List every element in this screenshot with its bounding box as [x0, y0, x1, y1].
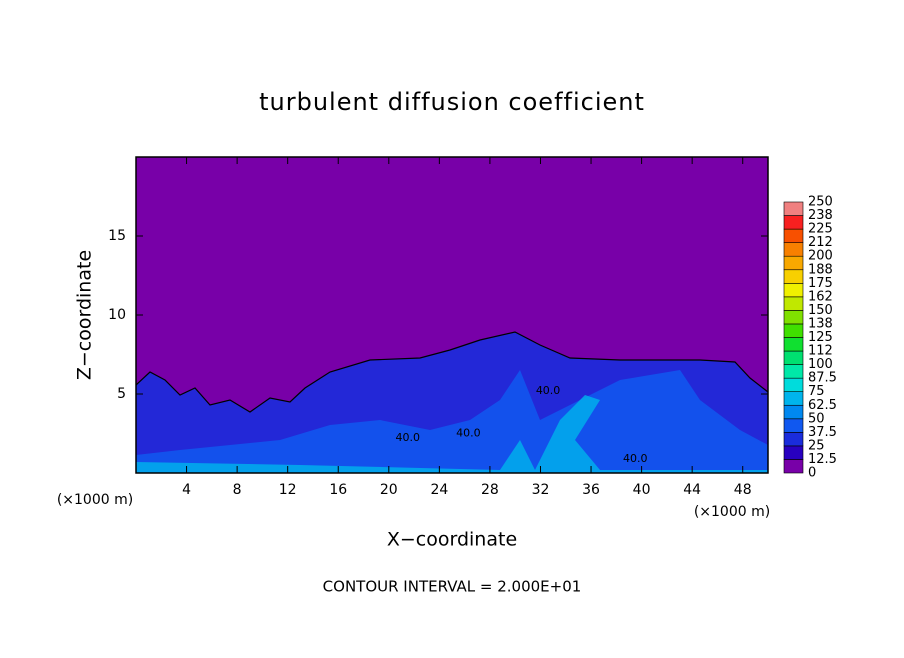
colorbar-label: 37.5 — [808, 425, 837, 440]
x-tick-label: 36 — [582, 482, 600, 498]
colorbar-label: 250 — [808, 195, 833, 210]
x-tick-label: 48 — [734, 482, 752, 498]
colorbar-label: 200 — [808, 249, 833, 264]
contour-note: CONTOUR INTERVAL = 2.000E+01 — [323, 578, 582, 596]
colorbar-band — [783, 337, 804, 352]
y-tick-label: 10 — [108, 307, 126, 323]
y-tick-label: 15 — [108, 228, 126, 244]
contour-label: 40.0 — [623, 452, 648, 465]
field-region — [136, 370, 768, 473]
contour-label: 40.0 — [456, 427, 481, 440]
colorbar-label: 138 — [808, 316, 833, 331]
colorbar-label: 50 — [808, 411, 825, 426]
colorbar-band — [783, 269, 804, 284]
colorbar-band — [783, 228, 804, 243]
colorbar-band — [783, 445, 804, 460]
colorbar-band — [783, 310, 804, 325]
x-tick-label: 16 — [329, 482, 347, 498]
colorbar-band — [783, 215, 804, 230]
colorbar-label: 150 — [808, 303, 833, 318]
plot-area — [135, 156, 769, 474]
colorbar-label: 25 — [808, 438, 825, 453]
colorbar-label: 225 — [808, 222, 833, 237]
x-unit-label: (×1000 m) — [57, 492, 133, 508]
colorbar-band — [783, 201, 804, 216]
colorbar-band — [783, 404, 804, 420]
colorbar-label: 125 — [808, 330, 833, 345]
colorbar-band — [783, 377, 804, 392]
colorbar-label: 188 — [808, 262, 833, 277]
contour-label: 40.0 — [536, 384, 561, 397]
colorbar-band — [783, 391, 804, 406]
contour-line — [135, 331, 769, 413]
x-tick-label: 24 — [430, 482, 448, 498]
colorbar-label: 100 — [808, 357, 833, 372]
colorbar-label: 0 — [808, 466, 816, 481]
y-tick-label: 5 — [117, 386, 126, 402]
x-tick-label: 44 — [683, 482, 701, 498]
x-tick-label: 8 — [233, 482, 242, 498]
field-region — [136, 395, 768, 473]
x-tick-label: 32 — [532, 482, 550, 498]
colorbar-label: 12.5 — [808, 452, 837, 467]
colorbar-band — [783, 323, 804, 338]
colorbar-label: 112 — [808, 344, 833, 359]
colorbar-band — [783, 282, 804, 298]
colorbar-label: 238 — [808, 208, 833, 223]
y-axis-label: Z−coordinate — [74, 250, 96, 380]
colorbar-label: 62.5 — [808, 398, 837, 413]
colorbar-label: 87.5 — [808, 371, 837, 386]
colorbar-band — [783, 364, 804, 379]
colorbar-band — [783, 255, 804, 271]
colorbar-band — [783, 350, 804, 365]
colorbar-band — [783, 296, 804, 311]
x-tick-label: 4 — [182, 482, 191, 498]
chart-title: turbulent diffusion coefficient — [259, 88, 645, 116]
colorbar-label: 75 — [808, 384, 825, 399]
x-tick-label: 28 — [481, 482, 499, 498]
colorbar-band — [783, 418, 804, 433]
colorbar-label: 175 — [808, 276, 833, 291]
x-axis-label: X−coordinate — [387, 529, 517, 551]
colorbar-band — [783, 432, 804, 447]
colorbar-label: 162 — [808, 289, 833, 304]
colorbar-label: 212 — [808, 235, 833, 250]
x-tick-label: 12 — [279, 482, 297, 498]
x-tick-label: 20 — [380, 482, 398, 498]
x-unit-label: (×1000 m) — [694, 504, 770, 520]
colorbar-band — [783, 242, 804, 257]
contour-label: 40.0 — [396, 431, 421, 444]
colorbar-band — [783, 459, 804, 474]
x-tick-label: 40 — [633, 482, 651, 498]
